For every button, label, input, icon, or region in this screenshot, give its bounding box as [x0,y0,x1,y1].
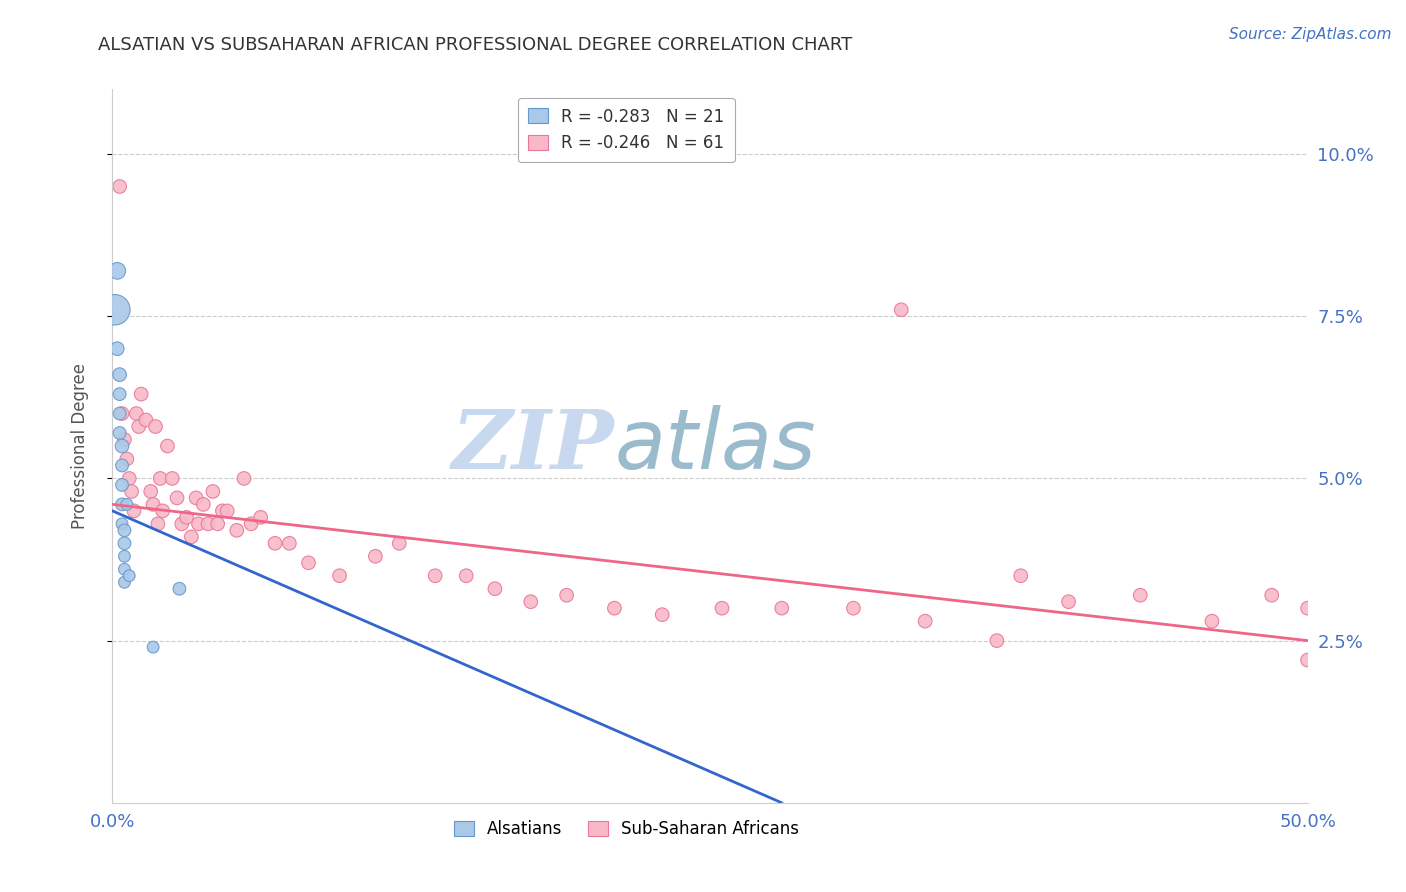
Point [142,497,165,511]
Point [162,471,183,485]
Point [1261,588,1284,602]
Point [603,601,626,615]
Point [201,484,224,499]
Point [249,510,271,524]
Point [104,302,127,317]
Point [484,582,506,596]
Text: atlas: atlas [614,406,815,486]
Point [1201,614,1223,628]
Point [555,588,578,602]
Point [914,614,936,628]
Point [114,536,135,550]
Point [142,640,165,654]
Point [770,601,793,615]
Point [264,536,287,550]
Point [197,516,219,531]
Point [129,387,152,401]
Point [169,582,191,596]
Point [152,504,174,518]
Point [111,439,134,453]
Point [108,425,131,440]
Point [986,633,1008,648]
Point [520,595,543,609]
Point [211,504,233,518]
Point [114,549,135,564]
Point [114,562,135,576]
Point [105,264,128,278]
Point [105,342,128,356]
Text: ZIP: ZIP [451,406,614,486]
Point [139,484,162,499]
Text: ALSATIAN VS SUBSAHARAN AFRICAN PROFESSIONAL DEGREE CORRELATION CHART: ALSATIAN VS SUBSAHARAN AFRICAN PROFESSIO… [98,36,852,54]
Point [217,504,239,518]
Legend: Alsatians, Sub-Saharan Africans: Alsatians, Sub-Saharan Africans [447,814,806,845]
Point [207,516,229,531]
Point [1296,653,1319,667]
Point [176,510,198,524]
Point [842,601,865,615]
Point [193,497,215,511]
Point [425,568,447,582]
Point [108,368,131,382]
Point [108,179,131,194]
Point [111,497,134,511]
Point [135,413,157,427]
Point [1296,601,1319,615]
Point [115,497,138,511]
Point [111,458,134,473]
Point [146,516,169,531]
Point [118,568,141,582]
Point [388,536,411,550]
Point [111,478,134,492]
Point [711,601,734,615]
Point [1129,588,1152,602]
Point [187,516,209,531]
Point [156,439,179,453]
Point [651,607,673,622]
Point [128,419,150,434]
Point [364,549,387,564]
Point [145,419,167,434]
Point [108,407,131,421]
Text: Source: ZipAtlas.com: Source: ZipAtlas.com [1229,27,1392,42]
Point [121,484,143,499]
Point [108,387,131,401]
Point [114,524,135,538]
Point [125,407,148,421]
Point [118,471,141,485]
Point [115,452,138,467]
Point [186,491,208,505]
Point [297,556,319,570]
Point [456,568,478,582]
Point [111,516,134,531]
Point [111,407,134,421]
Point [122,504,145,518]
Point [890,302,912,317]
Y-axis label: Professional Degree: Professional Degree [70,363,89,529]
Point [180,530,202,544]
Point [1057,595,1080,609]
Point [114,433,135,447]
Point [225,524,247,538]
Point [170,516,193,531]
Point [1010,568,1032,582]
Point [166,491,188,505]
Point [233,471,256,485]
Point [278,536,301,550]
Point [149,471,172,485]
Point [114,575,135,590]
Point [329,568,352,582]
Point [240,516,263,531]
